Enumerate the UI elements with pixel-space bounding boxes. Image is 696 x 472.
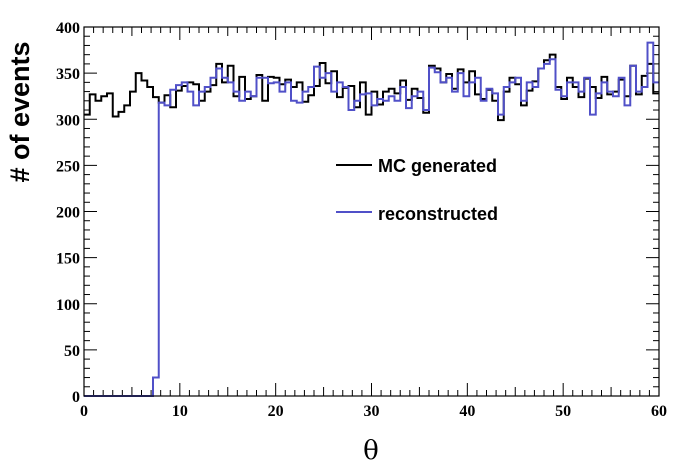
x-tick-label: 20 xyxy=(268,403,284,420)
y-tick-label: 350 xyxy=(56,66,80,83)
series-mc-generated xyxy=(84,53,659,122)
y-tick-label: 250 xyxy=(56,158,80,175)
legend: MC generated reconstructed xyxy=(330,147,538,235)
y-tick-label: 400 xyxy=(56,20,80,37)
plot-axes: 0 10 20 30 40 50 60 0 50 100 150 200 250 300 350 400 xyxy=(56,20,667,420)
series-reconstructed xyxy=(84,41,659,397)
y-tick-label: 150 xyxy=(56,251,80,268)
x-tick-label: 10 xyxy=(172,403,188,420)
x-tick-label: 60 xyxy=(651,403,667,420)
y-tick-label: 50 xyxy=(64,343,80,360)
y-axis-label: # of events xyxy=(5,41,35,182)
y-tick-label: 0 xyxy=(72,389,80,406)
legend-box xyxy=(330,147,538,235)
x-tick-label: 0 xyxy=(80,403,88,420)
series-layer xyxy=(84,41,659,397)
y-tick-label: 100 xyxy=(56,297,80,314)
legend-label-mc-generated: MC generated xyxy=(378,156,497,176)
x-axis-label: θ xyxy=(363,436,379,466)
legend-label-reconstructed: reconstructed xyxy=(378,204,498,224)
x-tick-label: 30 xyxy=(364,403,380,420)
plot-frame xyxy=(83,26,660,397)
x-tick-label: 40 xyxy=(459,403,475,420)
y-tick-label: 300 xyxy=(56,112,80,129)
y-tick-label: 200 xyxy=(56,205,80,222)
x-tick-label: 50 xyxy=(555,403,571,420)
